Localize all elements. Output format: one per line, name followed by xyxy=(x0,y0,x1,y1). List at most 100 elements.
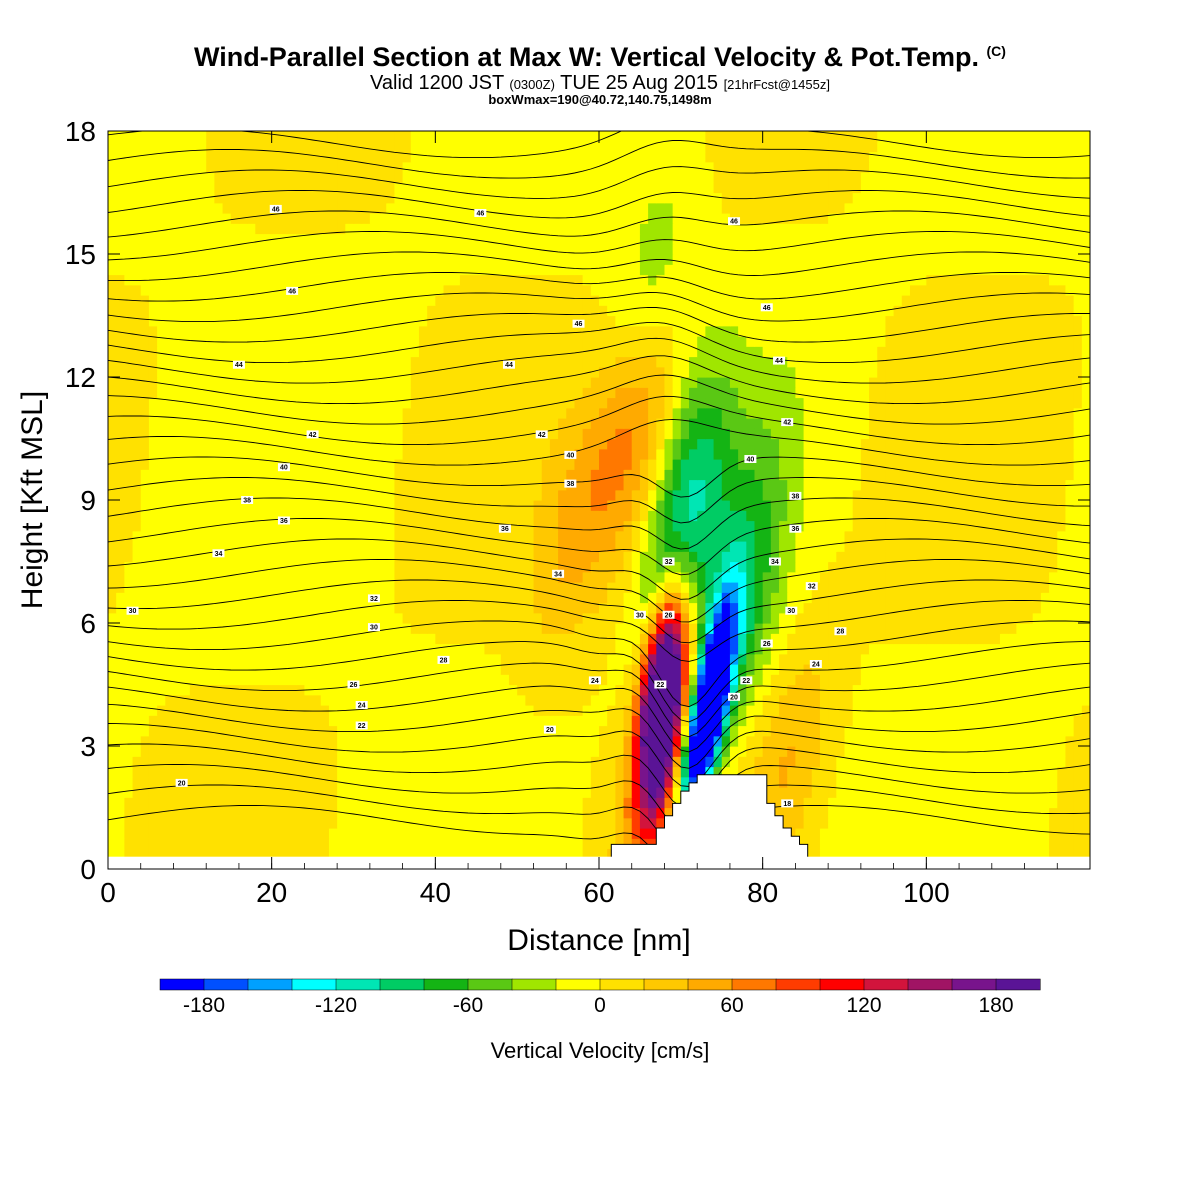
velocity-cell xyxy=(181,469,191,481)
velocity-cell xyxy=(607,766,616,778)
velocity-cell xyxy=(656,551,666,563)
velocity-cell xyxy=(689,561,698,573)
velocity-cell xyxy=(566,633,576,645)
velocity-cell xyxy=(443,561,453,573)
velocity-cell xyxy=(999,807,1009,819)
velocity-cell xyxy=(738,643,747,655)
velocity-cell xyxy=(852,582,862,593)
velocity-cell xyxy=(1032,735,1042,747)
velocity-cell xyxy=(983,838,993,850)
velocity-cell xyxy=(877,787,887,798)
velocity-cell xyxy=(590,530,600,542)
velocity-cell xyxy=(1065,715,1075,727)
velocity-cell xyxy=(353,479,363,491)
velocity-cell xyxy=(418,694,428,706)
velocity-cell xyxy=(664,479,674,491)
velocity-cell xyxy=(394,787,404,798)
velocity-cell xyxy=(983,848,993,860)
velocity-cell xyxy=(198,735,207,747)
velocity-cell xyxy=(214,725,224,737)
velocity-cell xyxy=(198,489,207,501)
velocity-cell xyxy=(803,592,813,604)
velocity-cell xyxy=(459,715,469,727)
velocity-cell xyxy=(402,448,412,460)
velocity-cell xyxy=(312,592,322,604)
velocity-cell xyxy=(418,725,428,737)
velocity-cell xyxy=(926,838,936,850)
velocity-cell xyxy=(312,828,322,839)
velocity-cell xyxy=(713,530,723,542)
velocity-cell xyxy=(918,776,927,788)
velocity-cell xyxy=(189,725,199,737)
velocity-cell xyxy=(787,500,796,511)
velocity-cell xyxy=(967,602,977,614)
velocity-cell xyxy=(828,797,837,809)
velocity-cell xyxy=(844,459,854,470)
velocity-cell xyxy=(508,438,518,450)
velocity-cell xyxy=(451,838,461,850)
velocity-cell xyxy=(860,756,870,768)
velocity-cell xyxy=(607,735,616,747)
velocity-cell xyxy=(247,612,256,624)
velocity-cell xyxy=(689,571,698,583)
velocity-cell xyxy=(116,694,125,706)
velocity-cell xyxy=(975,633,985,645)
velocity-cell xyxy=(599,694,608,706)
velocity-cell xyxy=(435,674,445,686)
velocity-cell xyxy=(574,448,584,460)
velocity-cell xyxy=(607,694,616,706)
velocity-cell xyxy=(860,571,870,583)
velocity-cell xyxy=(574,828,584,839)
velocity-cell xyxy=(582,694,592,706)
velocity-cell xyxy=(508,674,518,686)
velocity-cell xyxy=(877,674,887,686)
velocity-cell xyxy=(926,500,936,511)
velocity-cell xyxy=(1073,623,1083,634)
velocity-cell xyxy=(1032,489,1042,501)
velocity-cell xyxy=(795,633,805,645)
velocity-cell xyxy=(926,633,936,645)
velocity-cell xyxy=(942,766,952,778)
velocity-cell xyxy=(378,653,387,665)
velocity-cell xyxy=(173,674,183,686)
velocity-cell xyxy=(353,592,363,604)
velocity-cell xyxy=(721,705,731,716)
velocity-cell xyxy=(484,725,494,737)
velocity-cell xyxy=(476,674,486,686)
velocity-cell xyxy=(828,541,837,552)
velocity-cell xyxy=(901,838,911,850)
velocity-cell xyxy=(525,612,535,624)
velocity-cell xyxy=(549,561,559,573)
velocity-cell xyxy=(762,766,772,778)
velocity-cell xyxy=(181,684,191,696)
velocity-cell xyxy=(918,643,927,655)
velocity-cell xyxy=(320,520,330,532)
velocity-cell xyxy=(877,571,887,583)
velocity-cell xyxy=(108,838,117,850)
chart-title-mark: (C) xyxy=(986,43,1006,59)
velocity-cell xyxy=(885,807,895,819)
velocity-cell xyxy=(255,459,265,470)
velocity-cell xyxy=(459,828,469,839)
velocity-cell xyxy=(672,715,682,727)
velocity-cell xyxy=(451,787,461,798)
velocity-cell xyxy=(697,520,706,532)
velocity-cell xyxy=(1032,817,1042,829)
velocity-cell xyxy=(222,828,232,839)
velocity-cell xyxy=(803,571,813,583)
velocity-cell xyxy=(1016,643,1026,655)
velocity-cell xyxy=(836,705,846,716)
velocity-cell xyxy=(1049,479,1058,491)
velocity-cell xyxy=(337,623,346,634)
velocity-cell xyxy=(247,582,256,593)
velocity-cell xyxy=(787,653,796,665)
velocity-cell xyxy=(140,520,150,532)
velocity-cell xyxy=(459,541,469,552)
velocity-cell xyxy=(983,735,993,747)
velocity-cell xyxy=(877,735,887,747)
velocity-cell xyxy=(304,828,314,839)
velocity-cell xyxy=(263,817,273,829)
chart-subtitle: Valid 1200 JST (0300Z) TUE 25 Aug 2015 [… xyxy=(0,72,1200,95)
velocity-cell xyxy=(541,817,551,829)
velocity-cell xyxy=(361,684,371,696)
